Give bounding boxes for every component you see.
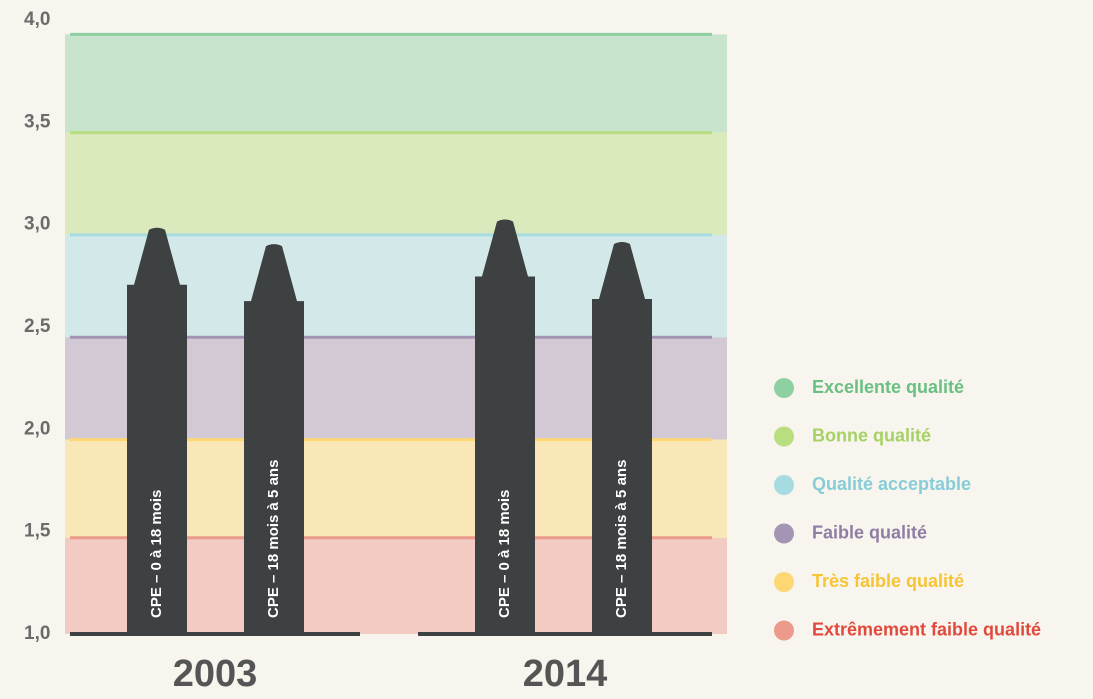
y-tick-label: 2,0 bbox=[24, 418, 50, 439]
legend-swatch bbox=[774, 523, 794, 544]
y-tick-label: 3,0 bbox=[24, 214, 50, 235]
bar-label: CPE – 0 à 18 mois bbox=[148, 490, 165, 618]
bar-label: CPE – 18 mois à 5 ans bbox=[613, 460, 630, 618]
legend-swatch bbox=[774, 620, 794, 641]
y-tick-label: 4,0 bbox=[24, 9, 50, 30]
legend-swatch bbox=[774, 572, 794, 592]
legend-swatch bbox=[774, 378, 794, 398]
bar-label: CPE – 18 mois à 5 ans bbox=[265, 460, 282, 618]
crayon-bar bbox=[244, 244, 304, 634]
y-tick-label: 1,0 bbox=[24, 623, 50, 644]
x-tick-label: 2003 bbox=[173, 653, 258, 695]
legend-label: Très faible qualité bbox=[812, 571, 964, 591]
legend-label: Extrêmement faible qualité bbox=[812, 619, 1041, 639]
legend-swatch bbox=[774, 475, 794, 495]
legend-label: Excellente qualité bbox=[812, 377, 964, 397]
y-tick-label: 2,5 bbox=[24, 316, 51, 337]
y-tick-label: 3,5 bbox=[24, 111, 51, 132]
legend-swatch bbox=[774, 426, 794, 447]
crayon-bar bbox=[127, 227, 187, 635]
x-tick-label: 2014 bbox=[523, 653, 608, 695]
quality-band bbox=[65, 132, 727, 235]
bar-label: CPE – 0 à 18 mois bbox=[496, 490, 513, 618]
legend-label: Faible qualité bbox=[812, 522, 927, 542]
crayon-bar bbox=[475, 219, 535, 634]
crayon-bar bbox=[592, 242, 652, 635]
y-tick-label: 1,5 bbox=[24, 521, 51, 542]
legend-label: Qualité acceptable bbox=[812, 474, 971, 494]
quality-band bbox=[65, 34, 727, 133]
legend-label: Bonne qualité bbox=[812, 425, 931, 445]
